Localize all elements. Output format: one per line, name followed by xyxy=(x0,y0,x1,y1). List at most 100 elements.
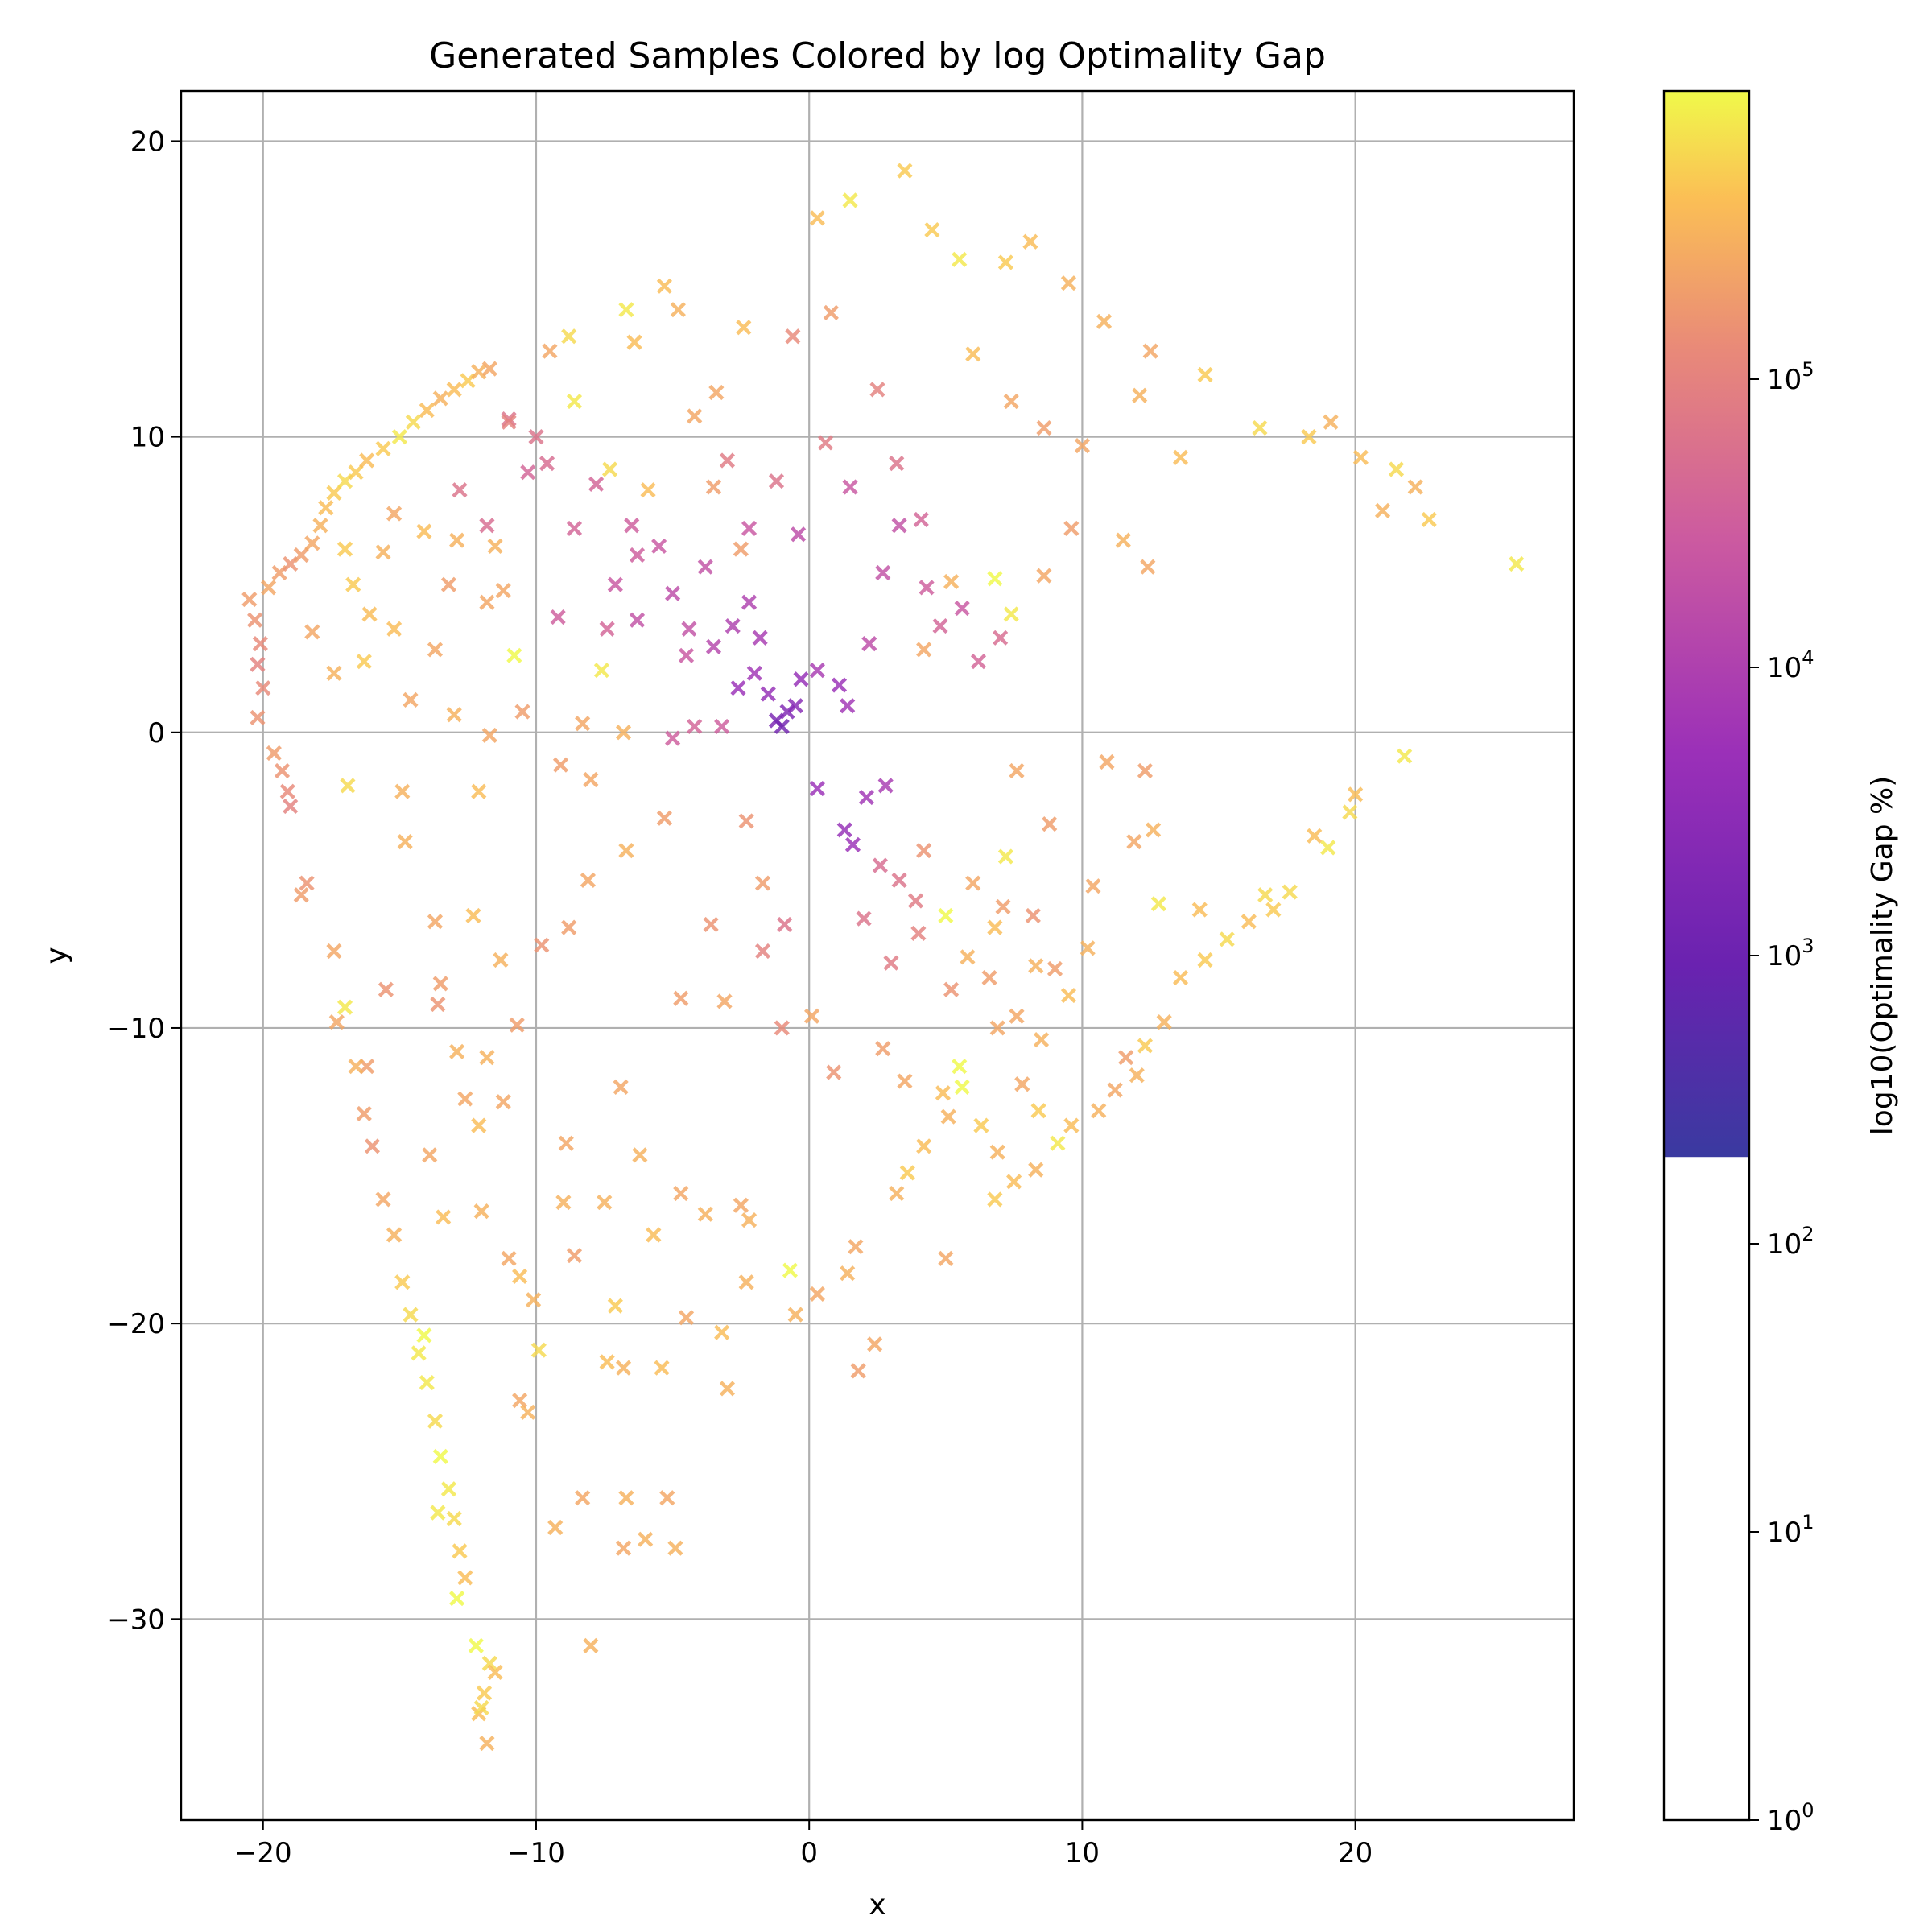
scatter-point xyxy=(705,479,722,495)
scatter-point xyxy=(840,698,856,714)
scatter-point-stroke xyxy=(1374,502,1391,518)
scatter-point xyxy=(656,810,673,826)
scatter-point xyxy=(733,541,749,557)
scatter-point xyxy=(361,606,378,622)
scatter-point-stroke xyxy=(899,1165,915,1181)
scatter-point xyxy=(375,544,391,560)
scatter-point-stroke xyxy=(1407,479,1423,495)
scatter-point-stroke xyxy=(501,414,517,430)
scatter-point xyxy=(561,328,577,345)
scatter-point xyxy=(1509,555,1525,572)
scatter-point-stroke xyxy=(987,919,1003,935)
scatter-point-stroke xyxy=(916,642,932,658)
scatter-point xyxy=(1009,1008,1025,1024)
scatter-point xyxy=(583,1637,599,1653)
scatter-point xyxy=(916,642,932,658)
scatter-point xyxy=(973,1117,989,1133)
scatter-point xyxy=(542,343,558,359)
scatter-point xyxy=(891,872,907,888)
scatter-point-stroke xyxy=(495,582,511,599)
scatter-point-stroke xyxy=(328,1014,345,1030)
scatter-point xyxy=(422,1147,438,1163)
scatter-point xyxy=(719,1381,736,1397)
scatter-point xyxy=(514,704,530,720)
scatter-point-stroke xyxy=(705,638,722,654)
scatter-point xyxy=(1265,902,1282,918)
scatter-point-stroke xyxy=(530,1342,547,1358)
scatter-point xyxy=(1219,931,1235,947)
scatter-point-stroke xyxy=(826,1064,842,1080)
scatter-point xyxy=(730,680,746,696)
scatter-point-stroke xyxy=(501,1250,517,1266)
x-tick-label: 10 xyxy=(1065,1837,1100,1869)
scatter-point xyxy=(883,955,899,971)
scatter-point-stroke xyxy=(714,718,730,735)
scatter-point-stroke xyxy=(402,691,419,708)
scatter-point-stroke xyxy=(440,1481,457,1497)
scatter-point-stroke xyxy=(514,704,530,720)
scatter-point-stroke xyxy=(471,364,487,380)
scatter-point xyxy=(473,1699,489,1716)
scatter-point-stroke xyxy=(465,907,481,924)
scatter-point xyxy=(476,1685,493,1701)
scatter-point-stroke xyxy=(394,783,411,799)
scatter-point xyxy=(613,1079,629,1095)
scatter-point xyxy=(1050,1135,1066,1151)
scatter-point-stroke xyxy=(583,771,599,788)
scatter-point xyxy=(552,757,569,773)
scatter-point xyxy=(501,1250,517,1266)
scatter-point xyxy=(724,618,741,634)
scatter-point xyxy=(340,778,356,794)
scatter-point-stroke xyxy=(730,680,746,696)
scatter-point xyxy=(493,952,509,968)
scatter-point xyxy=(741,1212,758,1228)
scatter-point xyxy=(427,642,444,658)
scatter-point xyxy=(932,618,948,634)
scatter-point xyxy=(1348,786,1364,803)
scatter-point-stroke xyxy=(954,600,970,617)
scatter-point-stroke xyxy=(842,479,858,495)
scatter-point-stroke xyxy=(673,990,689,1006)
scatter-point xyxy=(697,1206,713,1222)
scatter-point xyxy=(875,1041,891,1057)
scatter-point xyxy=(512,1268,528,1284)
scatter-point xyxy=(836,822,852,838)
scatter-point xyxy=(1172,969,1189,986)
scatter-point-stroke xyxy=(889,456,905,472)
scatter-point xyxy=(255,680,271,696)
scatter-point xyxy=(875,564,891,581)
scatter-point xyxy=(364,1138,381,1154)
scatter-point xyxy=(954,1079,970,1095)
scatter-point xyxy=(1028,1162,1044,1178)
scatter-point-stroke xyxy=(457,1091,473,1107)
scatter-point xyxy=(987,919,1003,935)
scatter-point-stroke xyxy=(1060,987,1077,1004)
scatter-point xyxy=(809,780,825,797)
scatter-point xyxy=(782,1262,799,1278)
scatter-point xyxy=(525,1292,542,1308)
scatter-point xyxy=(632,1147,648,1163)
scatter-point xyxy=(754,875,771,891)
scatter-point-stroke xyxy=(869,382,886,398)
scatter-point xyxy=(646,1227,662,1243)
scatter-point-stroke xyxy=(842,192,858,208)
scatter-point-stroke xyxy=(1191,902,1208,918)
scatter-point-stroke xyxy=(1342,804,1358,820)
scatter-point-stroke xyxy=(375,544,391,560)
scatter-point xyxy=(746,665,762,681)
scatter-point xyxy=(667,1540,683,1556)
scatter-point-stroke xyxy=(1099,753,1115,770)
scatter-point xyxy=(714,718,730,735)
scatter-point xyxy=(452,482,468,498)
scatter-point xyxy=(566,1248,583,1264)
scatter-point xyxy=(312,518,328,534)
colorbar-tick-exponent: 4 xyxy=(1802,646,1814,669)
scatter-point-stroke xyxy=(1126,834,1142,850)
scatter-point-stroke xyxy=(954,1079,970,1095)
scatter-point xyxy=(356,654,372,670)
scatter-point xyxy=(768,473,785,489)
scatter-point-stroke xyxy=(436,1209,452,1225)
scatter-point xyxy=(629,547,646,564)
scatter-point-stroke xyxy=(809,210,825,226)
